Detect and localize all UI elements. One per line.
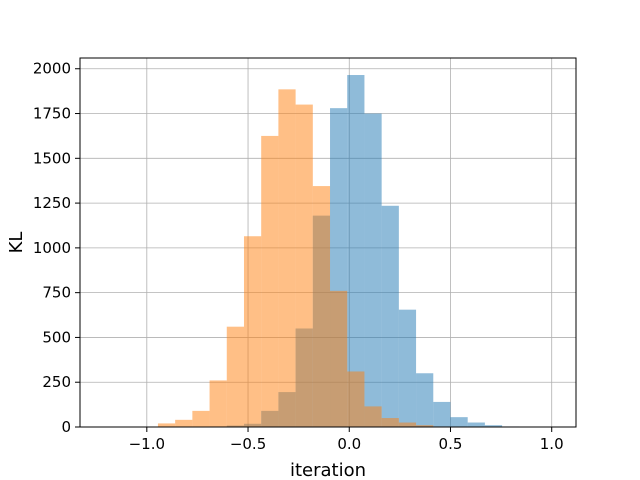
histogram-bar-series-2 (295, 104, 313, 427)
histogram-bar-series-1 (398, 309, 417, 427)
histogram-bar-series-2 (398, 422, 417, 427)
histogram-bar-series-1 (364, 113, 382, 428)
histogram-bar-series-2 (347, 371, 365, 427)
y-tick-label: 500 (42, 328, 71, 346)
x-tick-label: 0.0 (337, 435, 361, 453)
y-tick-label: 1000 (33, 239, 71, 257)
histogram-bars (157, 75, 537, 428)
axis-ticks: −1.0 −0.5 0.0 0.5 1.0 0 250 500 750 1000 1250 1500 1… (33, 60, 564, 453)
histogram-bar-series-1 (381, 205, 399, 427)
histogram-bar-series-2 (312, 186, 331, 427)
histogram-bar-series-1 (467, 422, 485, 427)
histogram-bar-series-2 (364, 406, 382, 427)
x-tick-label: 1.0 (540, 435, 564, 453)
histogram-bar-series-1 (433, 401, 451, 427)
histogram-bar-series-1 (484, 425, 503, 427)
x-axis-label: iteration (290, 460, 366, 480)
x-tick-label: 0.5 (439, 435, 463, 453)
y-tick-label: 1500 (33, 149, 71, 167)
histogram-bar-series-2 (243, 236, 262, 427)
histogram-bar-series-2 (261, 135, 279, 427)
histogram-bar-series-2 (157, 423, 176, 427)
histogram-bar-series-2 (381, 418, 399, 427)
histogram-bar-series-2 (209, 380, 227, 427)
histogram-bar-series-2 (192, 410, 210, 427)
x-tick-label: −0.5 (230, 435, 266, 453)
y-tick-label: 250 (42, 373, 71, 391)
y-tick-label: 750 (42, 284, 71, 302)
y-tick-label: 2000 (33, 60, 71, 78)
histogram-bar-series-2 (278, 89, 296, 428)
histogram-bar-series-2 (416, 425, 434, 427)
plot-frame (79, 57, 577, 428)
x-tick-label: −1.0 (129, 435, 165, 453)
histogram-bar-series-1 (450, 417, 468, 427)
y-axis-label: KL (6, 232, 27, 254)
y-tick-label: 1250 (33, 194, 71, 212)
y-tick-label: 1750 (33, 105, 71, 123)
histogram-bar-series-2 (330, 290, 348, 427)
y-tick-label: 0 (61, 418, 71, 436)
histogram-bar-series-1 (416, 373, 434, 427)
histogram-bar-series-2 (226, 326, 244, 427)
histogram-bar-series-2 (175, 419, 193, 427)
histogram-bar-series-1 (347, 75, 365, 427)
